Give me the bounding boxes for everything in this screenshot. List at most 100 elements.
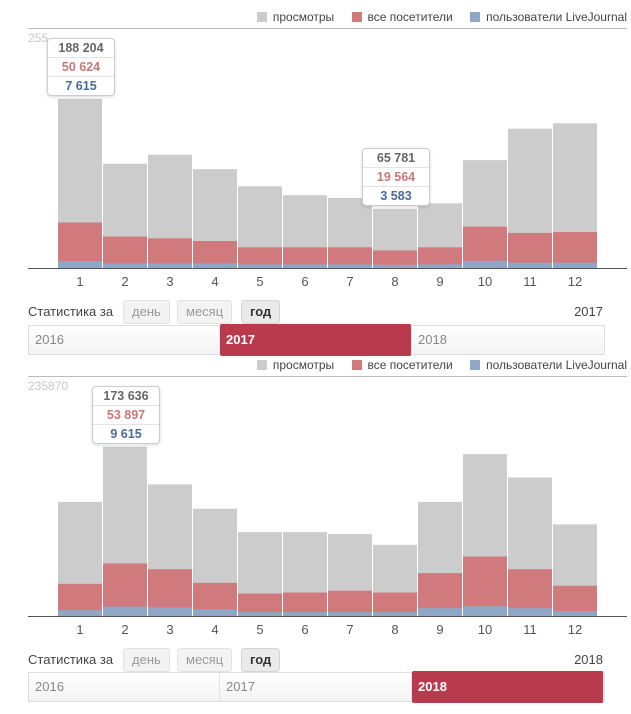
bar-lj-users-7[interactable] <box>328 612 372 616</box>
bar-lj-users-2[interactable] <box>103 263 147 268</box>
x-tick-label: 8 <box>391 622 398 637</box>
tab-year[interactable]: год <box>241 648 281 672</box>
x-tick-label: 1 <box>76 622 83 637</box>
bar-lj-users-12[interactable] <box>553 262 597 268</box>
x-tick-label: 9 <box>436 274 443 289</box>
tooltip-visitors: 19 564 <box>363 168 429 187</box>
legend-views[interactable]: просмотры <box>256 358 335 372</box>
bar-lj-users-8[interactable] <box>373 612 417 616</box>
bar-visitors-6[interactable] <box>283 247 327 268</box>
tab-month[interactable]: месяц <box>177 300 233 324</box>
x-tick-label: 9 <box>436 622 443 637</box>
legend-lj-users[interactable]: пользователи LiveJournal <box>470 10 627 24</box>
bar-visitors-2[interactable] <box>103 236 147 268</box>
legend-visitors-label: все посетители <box>367 10 453 24</box>
year-option-2018[interactable]: 2018 <box>418 332 447 347</box>
period-controls: Статистика за день месяц год 2017 <box>0 300 631 324</box>
visitors-swatch-icon <box>351 12 362 22</box>
x-tick-label: 4 <box>211 274 218 289</box>
bar-lj-users-4[interactable] <box>193 609 237 616</box>
legend-visitors[interactable]: все посетители <box>351 358 453 372</box>
bar-visitors-5[interactable] <box>238 593 282 616</box>
tooltip-lj-users: 9 615 <box>110 426 142 441</box>
bar-lj-users-9[interactable] <box>418 608 462 616</box>
x-tick-label: 12 <box>568 274 582 289</box>
bar-lj-users-11[interactable] <box>508 262 552 268</box>
bar-lj-users-7[interactable] <box>328 264 372 268</box>
x-tick-label: 5 <box>256 274 263 289</box>
x-tick-label: 4 <box>211 622 218 637</box>
tooltip-visitors: 50 624 <box>48 58 114 77</box>
bar-lj-users-5[interactable] <box>238 264 282 268</box>
bar-lj-users-3[interactable] <box>148 263 192 268</box>
legend-lj-users-label: пользователи LiveJournal <box>486 10 627 24</box>
chart-legend: просмотры все посетители пользователи Li… <box>243 358 627 372</box>
legend-visitors-label: все посетители <box>367 358 453 372</box>
x-tick-label: 1 <box>76 274 83 289</box>
legend-views-label: просмотры <box>272 358 335 372</box>
bar-lj-users-8[interactable] <box>373 264 417 268</box>
bar-visitors-12[interactable] <box>553 232 597 268</box>
x-tick-label: 12 <box>568 622 582 637</box>
bar-lj-users-12[interactable] <box>553 611 597 616</box>
stats-panel-2018: просмотры все посетители пользователи Li… <box>0 348 631 714</box>
bar-visitors-10[interactable] <box>463 556 507 616</box>
x-tick-label: 6 <box>301 274 308 289</box>
tab-day[interactable]: день <box>123 300 170 324</box>
year-option-2016[interactable]: 2016 <box>29 326 220 354</box>
legend-visitors[interactable]: все посетители <box>351 10 453 24</box>
tooltip-lj-users: 3 583 <box>380 188 412 203</box>
year-option-2016[interactable]: 2016 <box>29 673 220 701</box>
views-swatch-icon <box>256 12 267 22</box>
bar-lj-users-9[interactable] <box>418 264 462 268</box>
bar-lj-users-5[interactable] <box>238 612 282 616</box>
bar-lj-users-10[interactable] <box>463 260 507 268</box>
bar-lj-users-1[interactable] <box>58 610 102 616</box>
bar-lj-users-2[interactable] <box>103 606 147 616</box>
bar-visitors-6[interactable] <box>283 592 327 616</box>
tooltip-views: 188 204 <box>48 39 114 58</box>
bar-visitors-11[interactable] <box>508 232 552 268</box>
x-tick-label: 3 <box>166 274 173 289</box>
legend-lj-users-label: пользователи LiveJournal <box>486 358 627 372</box>
bar-visitors-8[interactable] <box>373 592 417 616</box>
x-tick-label: 3 <box>166 622 173 637</box>
tab-month[interactable]: месяц <box>177 648 233 672</box>
period-controls: Статистика за день месяц год 2018 <box>0 648 631 672</box>
bar-visitors-7[interactable] <box>328 247 372 268</box>
x-tick-label: 5 <box>256 622 263 637</box>
bar-visitors-12[interactable] <box>553 585 597 616</box>
legend-views[interactable]: просмотры <box>256 10 335 24</box>
x-tick-label: 2 <box>121 274 128 289</box>
x-tick-label: 7 <box>346 622 353 637</box>
bar-lj-users-6[interactable] <box>283 264 327 268</box>
year-option-2018[interactable]: 2018 <box>412 671 604 703</box>
legend-views-label: просмотры <box>272 10 335 24</box>
bar-visitors-1[interactable] <box>58 222 102 268</box>
bar-tooltip: 188 204 50 624 7 615 <box>47 37 115 96</box>
bar-lj-users-1[interactable] <box>58 261 102 268</box>
bar-visitors-8[interactable] <box>373 250 417 268</box>
x-tick-label: 11 <box>523 622 537 637</box>
bar-visitors-7[interactable] <box>328 590 372 616</box>
tab-year[interactable]: год <box>241 300 281 324</box>
y-max-label: 235870 <box>28 379 68 393</box>
year-selector: 2016 2017 2018 <box>28 324 605 356</box>
year-option-2017[interactable]: 2017 <box>220 673 412 701</box>
bar-lj-users-11[interactable] <box>508 608 552 616</box>
bar-lj-users-4[interactable] <box>193 263 237 268</box>
bar-lj-users-10[interactable] <box>463 606 507 616</box>
lj-users-swatch-icon <box>470 360 481 370</box>
x-tick-label: 8 <box>391 274 398 289</box>
bar-lj-users-6[interactable] <box>283 612 327 616</box>
bar-lj-users-3[interactable] <box>148 607 192 616</box>
selected-year: 2017 <box>574 304 603 319</box>
bar-visitors-9[interactable] <box>418 247 462 268</box>
y-max-label: 255 <box>28 31 48 45</box>
year-option-2017[interactable]: 2017 <box>220 324 412 356</box>
legend-lj-users[interactable]: пользователи LiveJournal <box>470 358 627 372</box>
bar-visitors-5[interactable] <box>238 247 282 268</box>
tab-day[interactable]: день <box>123 648 170 672</box>
bar-visitors-3[interactable] <box>148 238 192 268</box>
